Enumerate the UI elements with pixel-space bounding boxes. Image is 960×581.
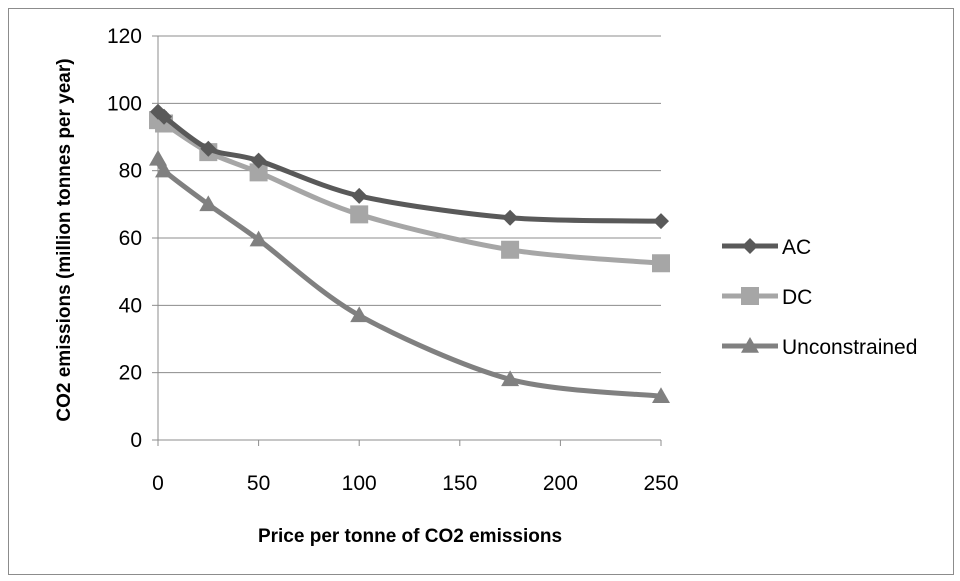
data-point [200,140,217,157]
data-point [199,195,218,212]
data-point [250,152,267,169]
data-point [501,370,520,387]
x-tick-label: 200 [543,472,578,495]
series-line [155,109,662,224]
x-tick-label: 150 [442,472,477,495]
data-point [350,306,369,323]
chart-frame [8,8,954,575]
data-point [652,387,670,403]
data-point [149,149,167,166]
y-tick-label: 100 [107,92,142,115]
data-point [350,205,369,224]
series-unconstrained [149,149,670,403]
data-point [501,240,520,259]
x-tick-label: 0 [152,472,164,495]
data-point [653,213,669,230]
legend-label: Unconstrained [782,336,917,359]
y-tick-label: 80 [119,160,142,183]
x-tick-label: 100 [342,472,377,495]
legend-item-unconstrained: Unconstrained [722,336,917,359]
legend: AC DC Unconstrained [722,236,917,359]
x-axis-title: Price per tonne of CO2 emissions [258,526,562,547]
legend-item-dc: DC [722,286,812,309]
y-tick-label: 60 [119,227,142,250]
legend-marker [741,337,759,353]
y-tick-label: 120 [107,25,142,48]
series-line [155,157,662,399]
axes [152,35,662,446]
series-ac [150,103,669,230]
y-tick-label: 20 [119,362,142,385]
legend-marker [742,238,758,254]
data-point [652,254,670,273]
data-point [156,108,173,125]
data-point [155,161,174,178]
legend-label: AC [782,236,811,259]
x-tick-label: 250 [643,472,678,495]
data-point [502,209,519,226]
y-tick-label: 0 [130,429,142,452]
data-point [249,163,268,182]
series-dc [149,111,670,273]
x-tick-label: 50 [247,472,270,495]
y-tick-label: 40 [119,294,142,317]
series-group [149,103,670,403]
data-point [351,187,368,204]
legend-item-ac: AC [722,236,811,259]
tick-labels: 0 20 40 60 80 100 120 0 50 100 150 200 250 [107,25,679,495]
series-line [155,117,662,266]
legend-marker [741,287,759,305]
data-point [249,230,268,247]
y-axis-title: CO2 emissions (million tonnes per year) [54,58,75,421]
gridlines [158,35,661,374]
legend-label: DC [782,286,812,309]
